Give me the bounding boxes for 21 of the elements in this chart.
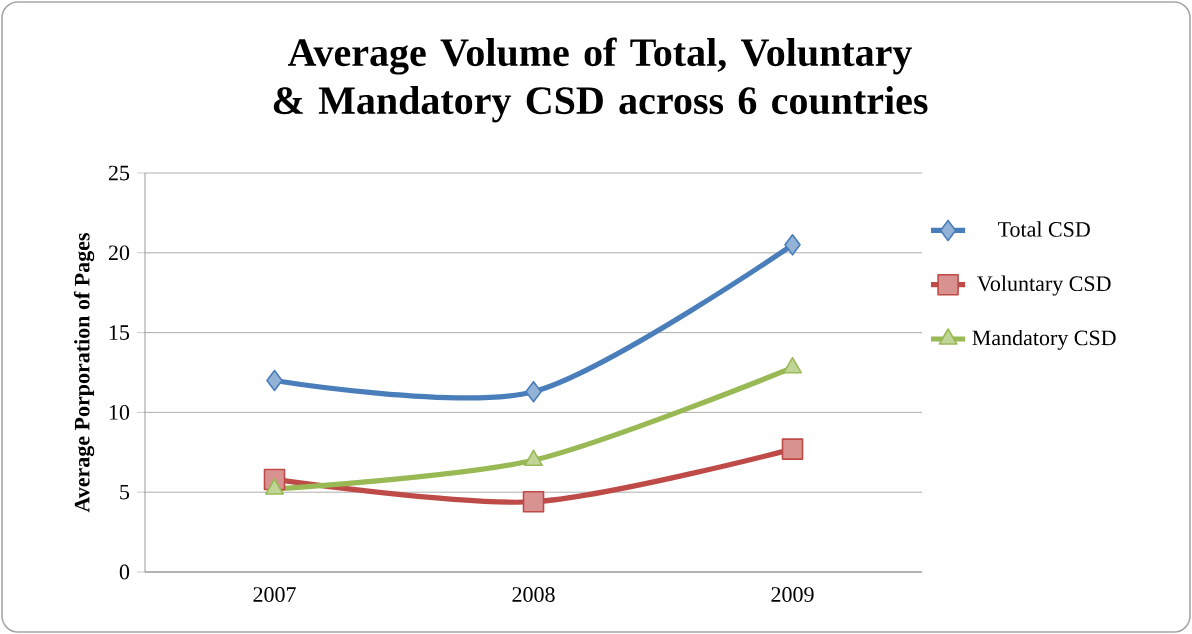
legend-label: Total CSD: [997, 221, 1090, 237]
y-tick-label: 15: [109, 325, 130, 340]
y-tick-label: 20: [108, 245, 130, 261]
x-tick-label: 2009: [771, 587, 814, 602]
legend-label: Voluntary CSD: [977, 275, 1111, 296]
point: [265, 478, 284, 495]
y-axis-title: Average Porporation of Pages: [73, 233, 95, 513]
point: [525, 380, 542, 403]
point: [784, 234, 801, 256]
point: [524, 449, 543, 467]
legend-label: Mandatory CSD: [972, 329, 1116, 350]
point: [522, 490, 545, 513]
x-tick-label: 2008: [512, 587, 555, 602]
y-tick-label: 10: [109, 404, 130, 420]
y-tick-label: 0: [119, 564, 130, 580]
point: [781, 438, 804, 460]
point: [266, 369, 283, 392]
chart-title: Average Volume of Total, Voluntary & Mandatory CSD across 6 countries: [273, 37, 928, 123]
x-tick-label: 2007: [253, 587, 296, 602]
y-tick-label: 25: [108, 165, 130, 181]
y-tick-label: 5: [120, 484, 130, 500]
